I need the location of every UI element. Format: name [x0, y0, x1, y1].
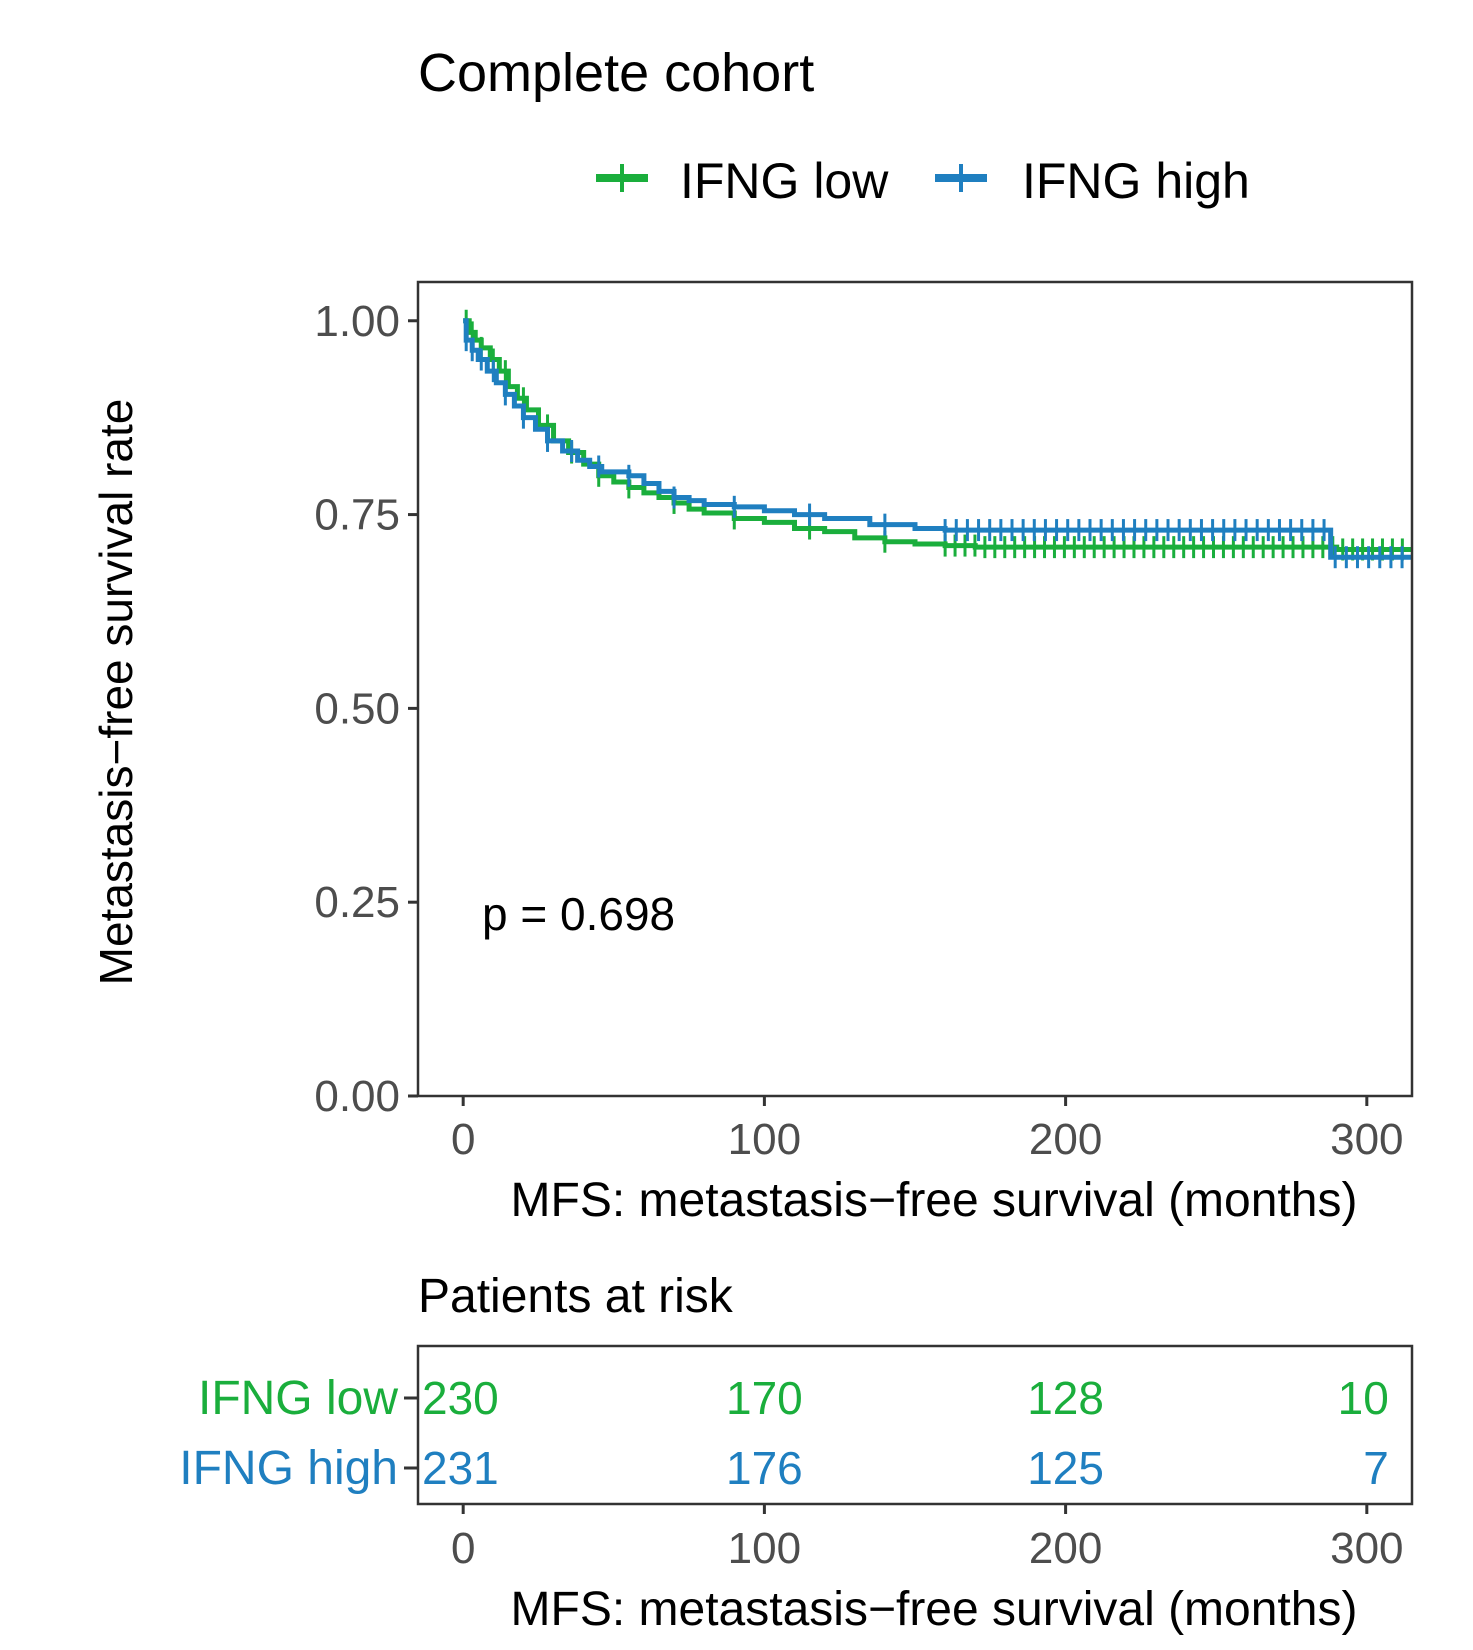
y-axis: 0.00 0.25 0.50 0.75 1.00: [314, 297, 418, 1121]
y-tick-label: 0.00: [314, 1072, 400, 1121]
risk-table-border: [416, 1344, 1414, 1506]
risk-count: 128: [1027, 1372, 1104, 1424]
risk-count: 125: [1027, 1442, 1104, 1494]
x-axis-label: MFS: metastasis−free survival (months): [511, 1174, 1358, 1227]
risk-row-label: IFNG low: [198, 1372, 398, 1425]
risk-table-x-axis: 0 100 200 300: [451, 1504, 1404, 1573]
km-curve-ifng-low: [463, 318, 1412, 552]
y-tick-label: 1.00: [314, 297, 400, 346]
y-axis-label: Metastasis−free survival rate: [90, 399, 142, 986]
risk-count: 230: [422, 1372, 499, 1424]
risk-x-tick-label: 200: [1029, 1524, 1102, 1573]
risk-count: 170: [726, 1372, 803, 1424]
y-tick-label: 0.50: [314, 684, 400, 733]
y-tick-label: 0.25: [314, 878, 400, 927]
legend-item-ifng-low: IFNG low: [596, 153, 889, 209]
legend-item-ifng-high: IFNG high: [935, 153, 1250, 209]
risk-x-tick-label: 300: [1330, 1524, 1403, 1573]
legend-label-ifng-low: IFNG low: [680, 153, 889, 209]
y-tick-label: 0.75: [314, 491, 400, 540]
km-plot: 0.00 0.25 0.50 0.75 1.00 0 100 200 300: [314, 280, 1414, 1164]
x-tick-label: 0: [451, 1115, 475, 1164]
risk-table-x-axis-label: MFS: metastasis−free survival (months): [511, 1583, 1358, 1636]
x-axis: 0 100 200 300: [451, 1096, 1404, 1164]
risk-count: 176: [726, 1442, 803, 1494]
x-tick-label: 200: [1029, 1115, 1102, 1164]
risk-count: 231: [422, 1442, 499, 1494]
risk-count: 10: [1338, 1372, 1389, 1424]
x-tick-label: 100: [728, 1115, 801, 1164]
chart-title: Complete cohort: [418, 43, 814, 103]
risk-x-tick-label: 100: [728, 1524, 801, 1573]
legend-label-ifng-high: IFNG high: [1022, 153, 1250, 209]
p-value-annotation: p = 0.698: [482, 888, 675, 940]
risk-x-tick-label: 0: [451, 1524, 475, 1573]
risk-table: IFNG low 230 170 128 10 IFNG high 231 176 125 7 0…: [179, 1344, 1414, 1573]
plot-panel-border: [416, 280, 1414, 1098]
legend: IFNG low IFNG high: [596, 153, 1250, 209]
risk-table-rows: IFNG low 230 170 128 10 IFNG high 231 176 125 7: [179, 1372, 1389, 1495]
x-tick-label: 300: [1330, 1115, 1403, 1164]
risk-count: 7: [1363, 1442, 1389, 1494]
km-curves: [463, 309, 1412, 569]
risk-row-label: IFNG high: [179, 1442, 398, 1495]
risk-table-title: Patients at risk: [418, 1270, 734, 1323]
